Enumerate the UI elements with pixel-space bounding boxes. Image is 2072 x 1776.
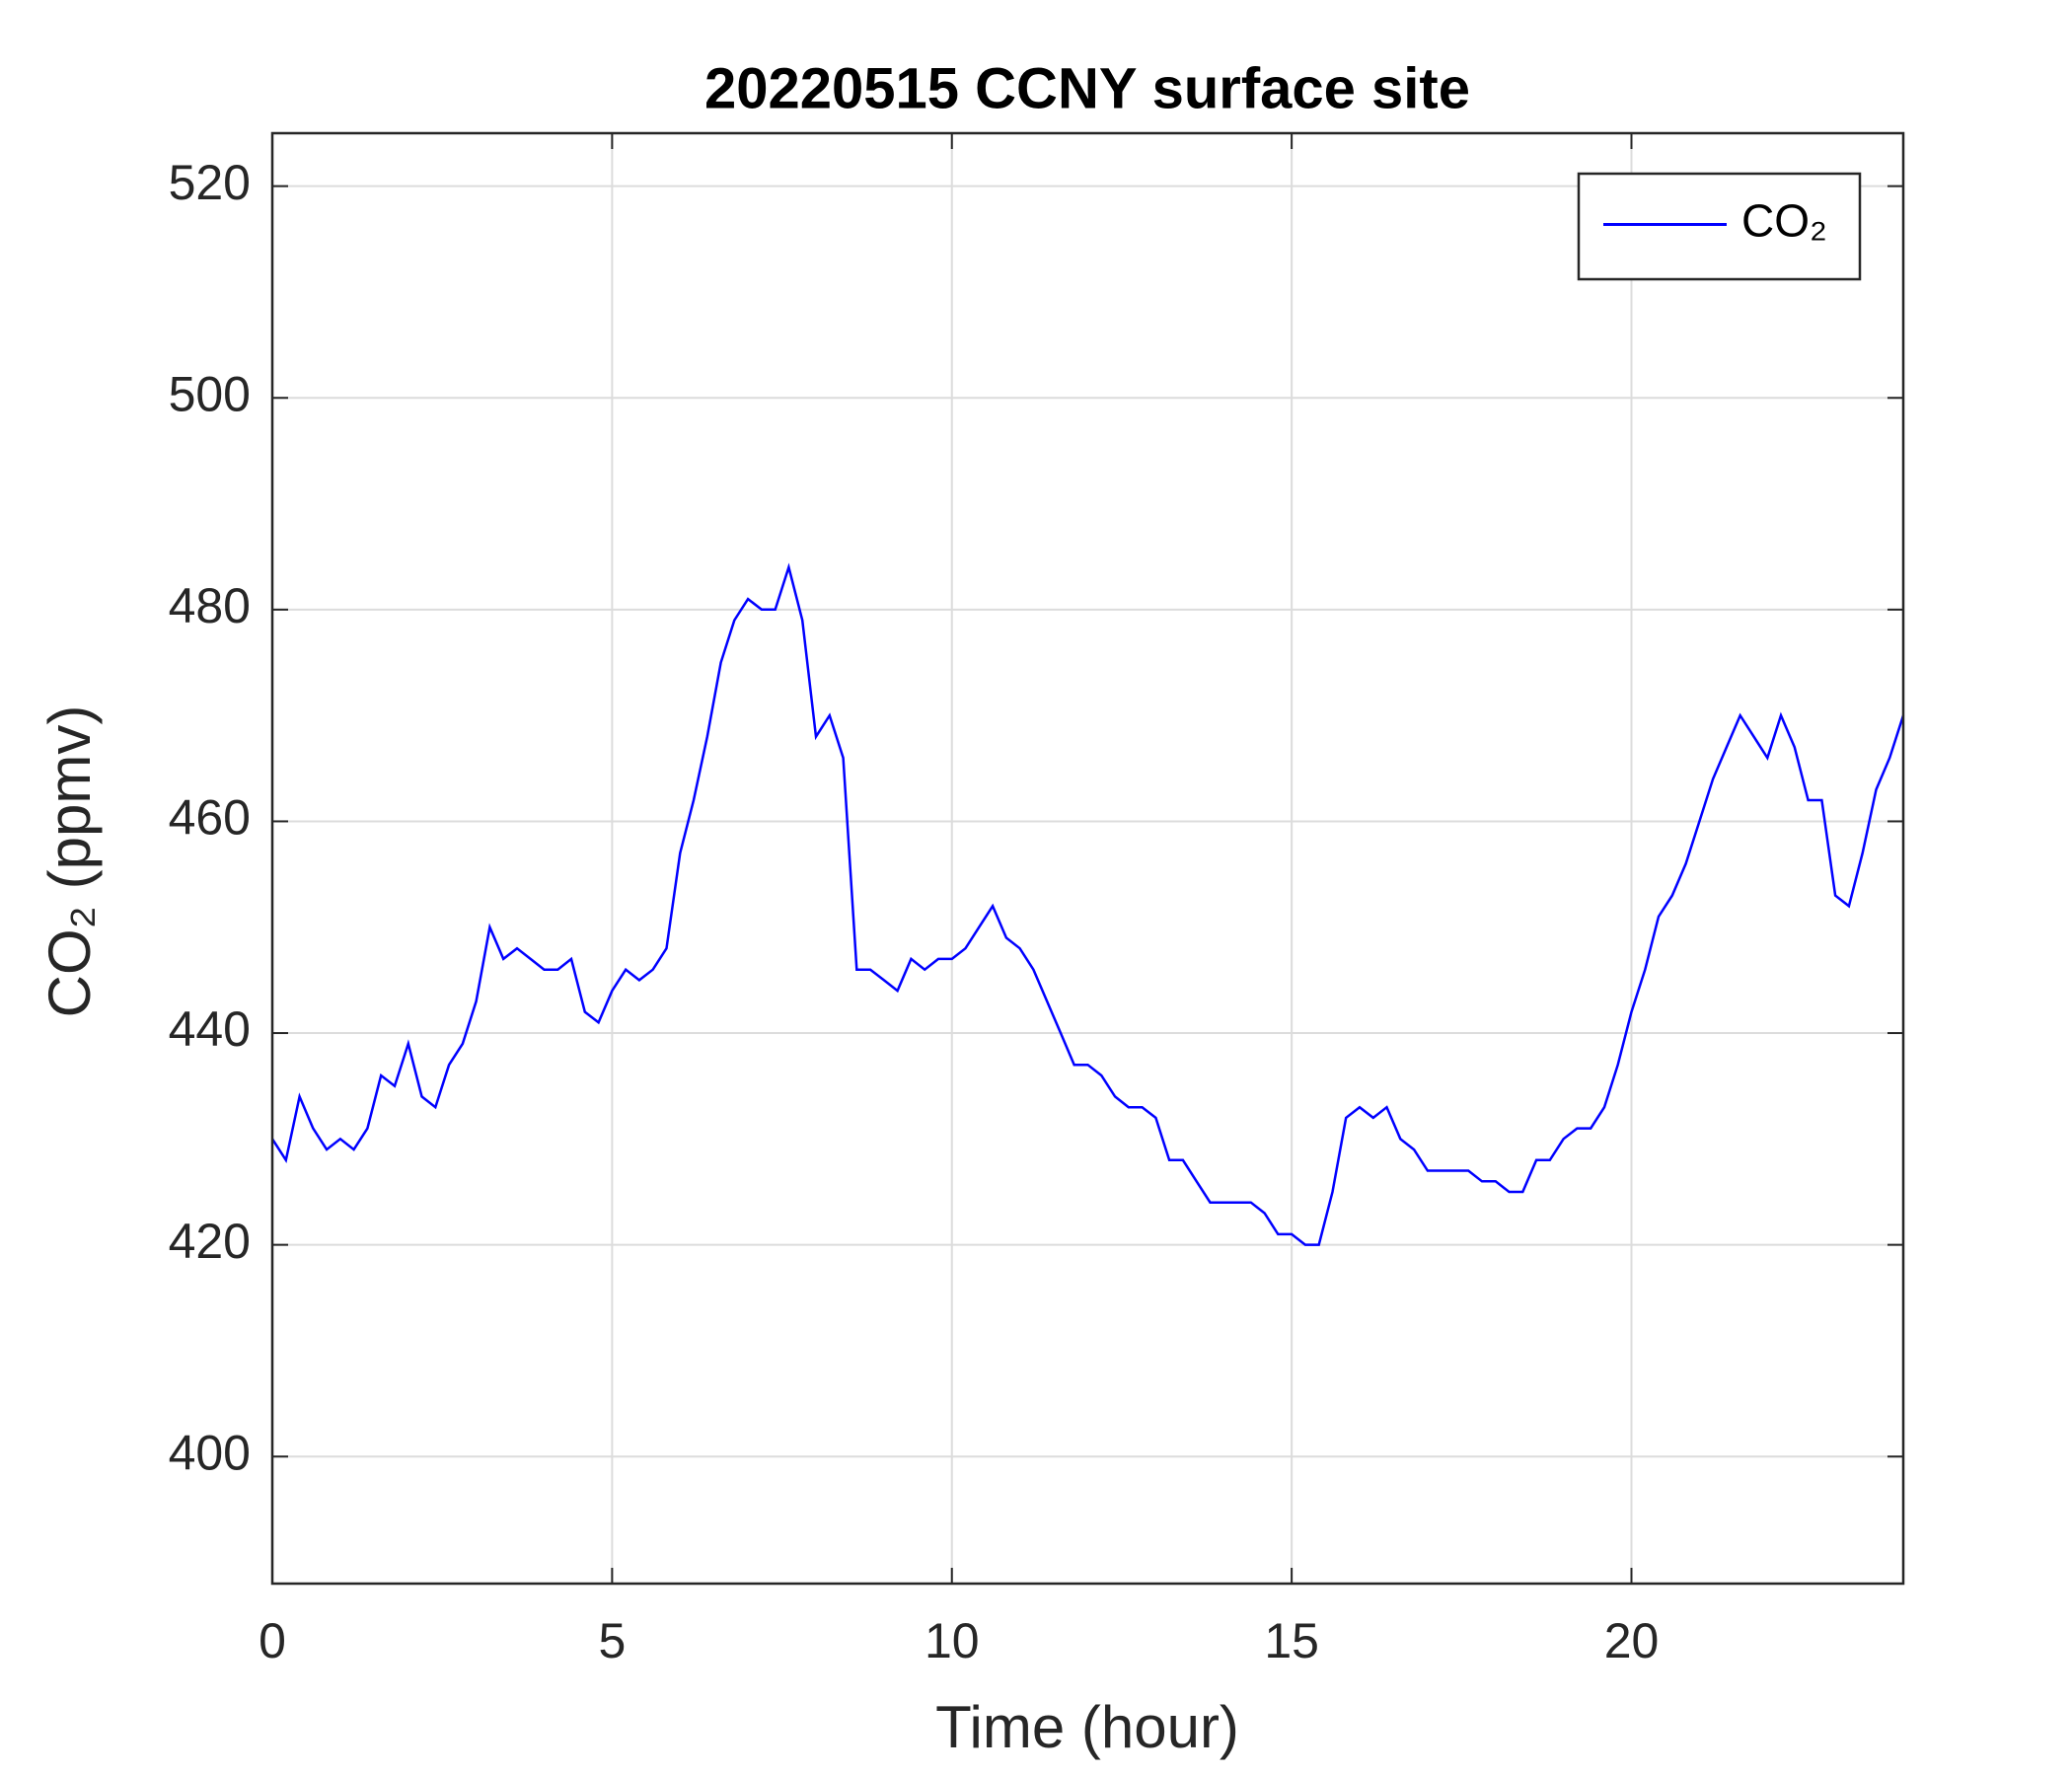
chart-title: 20220515 CCNY surface site [704, 56, 1470, 120]
y-tick-label: 480 [169, 578, 251, 633]
data-line [270, 562, 1905, 1246]
x-tick-label: 15 [1264, 1613, 1319, 1668]
y-tick-label: 460 [169, 790, 251, 846]
legend-box [1577, 172, 1862, 281]
legend-label: CO₂ [1741, 195, 1827, 247]
y-axis-label: CO₂ (ppmv) [37, 705, 103, 1018]
y-tick-label: 420 [169, 1214, 251, 1269]
x-tick-label: 10 [925, 1613, 980, 1668]
x-tick-label: 0 [259, 1613, 286, 1668]
plot-frame [270, 131, 1905, 1586]
x-axis-label: Time (hour) [935, 1694, 1239, 1760]
y-tick-label: 520 [169, 155, 251, 210]
x-tick-label: 20 [1604, 1613, 1660, 1668]
x-tick-label: 5 [598, 1613, 626, 1668]
y-tick-label: 400 [169, 1425, 251, 1480]
y-tick-label: 440 [169, 1001, 251, 1057]
y-tick-label: 500 [169, 366, 251, 421]
